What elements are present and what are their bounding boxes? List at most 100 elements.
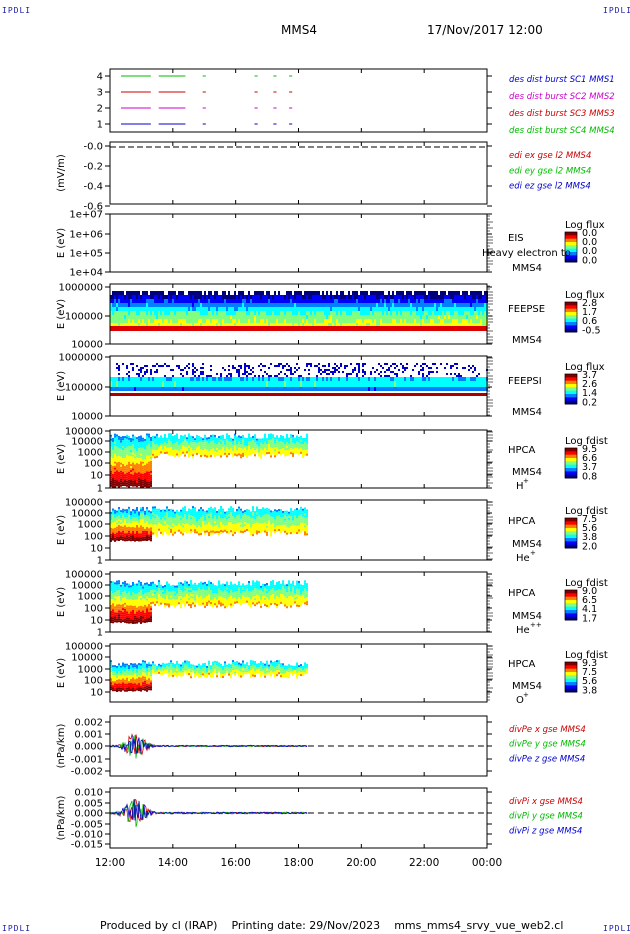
cbar-tick-feepse-3: -0.5 xyxy=(582,325,601,336)
footer-printing-date: Printing date: 29/Nov/2023 xyxy=(231,919,381,932)
ytick-label-hpca_o-1: 10000 xyxy=(71,653,103,664)
ytick-label-hpca_o-4: 10 xyxy=(90,688,103,699)
panel-frame-eis xyxy=(109,213,488,273)
cbar-tick-feepsi-0: 3.7 xyxy=(582,370,597,381)
ytick-label-feepse-0: 1000000 xyxy=(58,283,103,294)
ytick-label-des-3: 1 xyxy=(97,120,103,131)
species-label-hpca_o: O xyxy=(516,695,524,706)
cbar-tick-hpca_hepp-0: 9.0 xyxy=(582,586,597,597)
ytick-label-divpe-2: 0.000 xyxy=(74,742,103,753)
ytick-label-divpi-2: 0.000 xyxy=(74,809,103,820)
divpi-trace-2 xyxy=(109,799,308,821)
corner-mark-top-right: IPDLI xyxy=(603,6,630,15)
cbar-tick-feepsi-1: 2.6 xyxy=(582,379,597,390)
ytick-label-feepsi-0: 1000000 xyxy=(58,353,103,364)
ytick-label-eis-0: 1e+07 xyxy=(69,210,103,221)
xtick-label-4: 20:00 xyxy=(346,857,376,869)
ytick-label-divpe-3: -0.001 xyxy=(71,755,103,766)
ytick-label-hpca_hepp-0: 100000 xyxy=(65,570,103,581)
legend-divpi-0: divPi x gse MMS4 xyxy=(509,797,583,807)
ytick-label-divpe-4: -0.002 xyxy=(71,767,103,778)
panel-hpca_hepp xyxy=(105,571,578,633)
ylabel-divpi: (nPa/km) xyxy=(56,796,67,841)
ytick-label-feepse-2: 10000 xyxy=(71,340,103,351)
instrument-label-hpca_he: HPCA xyxy=(508,516,536,527)
cbar-tick-hpca_hepp-1: 6.5 xyxy=(582,595,597,606)
xtick-label-5: 22:00 xyxy=(409,857,439,869)
legend-divpe-1: divPe y gse MMS4 xyxy=(509,740,586,750)
footer: Produced by cl (IRAP) Printing date: 29/… xyxy=(100,919,563,932)
ytick-label-eis-1: 1e+06 xyxy=(69,230,103,241)
cbar-tick-hpca_h-1: 6.6 xyxy=(582,453,597,464)
ylabel-eis: E (eV) xyxy=(56,228,67,258)
instrument-label-hpca_h: HPCA xyxy=(508,445,536,456)
species-sup-hpca_o: + xyxy=(523,691,529,699)
colorbar-hpca_h xyxy=(564,447,578,479)
cbar-title-feepse: Log flux xyxy=(565,290,605,301)
ylabel-edi: (mV/m) xyxy=(56,154,67,192)
ytick-label-hpca_h-4: 10 xyxy=(90,471,103,482)
panel-des xyxy=(105,68,492,133)
cbar-tick-feepsi-3: 0.2 xyxy=(582,397,597,408)
colorbar-feepse xyxy=(564,301,578,333)
footer-filename: mms_mms4_srvy_vue_web2.cl xyxy=(394,919,564,932)
ytick-label-hpca_he-0: 100000 xyxy=(65,498,103,509)
spacecraft-label-hpca_o: MMS4 xyxy=(512,681,542,692)
species-sup-hpca_h: + xyxy=(523,477,529,485)
ytick-label-edi-3: -0.6 xyxy=(83,202,103,213)
instrument-label-feepse: FEEPSE xyxy=(508,304,545,315)
panel-hpca_h xyxy=(105,429,578,489)
cbar-tick-feepse-0: 2.8 xyxy=(582,298,597,309)
colorbar-feepsi xyxy=(564,373,578,405)
cbar-tick-hpca_he-2: 3.8 xyxy=(582,532,597,543)
ytick-label-des-0: 4 xyxy=(97,72,103,83)
species-sup-hpca_hepp: ++ xyxy=(530,621,542,629)
ytick-label-hpca_he-1: 10000 xyxy=(71,509,103,520)
ytick-label-hpca_h-1: 10000 xyxy=(71,437,103,448)
ylabel-feepse: E (eV) xyxy=(56,299,67,329)
panel-edi xyxy=(105,141,492,207)
ytick-label-divpi-1: 0.005 xyxy=(74,799,103,810)
instrument-label-hpca_o: HPCA xyxy=(508,659,536,670)
species-label-hpca_he: He xyxy=(516,553,530,564)
ytick-label-feepsi-2: 10000 xyxy=(71,412,103,423)
spacecraft-label-hpca_he: MMS4 xyxy=(512,539,542,550)
ytick-label-edi-1: -0.2 xyxy=(83,162,103,173)
cbar-tick-feepse-2: 0.6 xyxy=(582,316,597,327)
ytick-label-divpi-4: -0.010 xyxy=(71,830,103,841)
spacecraft-label-feepse: MMS4 xyxy=(512,335,542,346)
spacecraft-label-hpca_hepp: MMS4 xyxy=(512,611,542,622)
corner-mark-bottom-right: IPDLI xyxy=(603,924,630,933)
colorbar-hpca_o xyxy=(564,661,578,693)
xtick-label-6: 00:00 xyxy=(472,857,502,869)
cbar-tick-hpca_he-0: 7.5 xyxy=(582,514,597,525)
panel-hpca_he xyxy=(105,499,578,561)
date-title: 17/Nov/2017 12:00 xyxy=(427,23,543,37)
panel-frame-edi xyxy=(109,141,488,205)
eis-extra-label: Heavy electron to xyxy=(482,248,571,259)
cbar-tick-eis-2: 0.0 xyxy=(582,246,597,257)
legend-des-0: des dist burst SC1 MMS1 xyxy=(509,75,615,85)
ytick-label-hpca_he-3: 100 xyxy=(84,532,103,543)
cbar-tick-hpca_h-3: 0.8 xyxy=(582,471,597,482)
colorbar-eis xyxy=(564,231,578,263)
ytick-label-hpca_hepp-4: 10 xyxy=(90,616,103,627)
instrument-label-feepsi: FEEPSI xyxy=(508,376,542,387)
ytick-label-des-2: 2 xyxy=(97,104,103,115)
feepse-red-band xyxy=(110,326,487,331)
cbar-tick-feepse-1: 1.7 xyxy=(582,307,597,318)
cbar-tick-hpca_o-3: 3.8 xyxy=(582,685,597,696)
panel-divpe xyxy=(105,715,492,777)
cbar-title-hpca_he: Log fdist xyxy=(565,506,608,517)
ylabel-hpca_o: E (eV) xyxy=(56,658,67,688)
ylabel-hpca_h: E (eV) xyxy=(56,444,67,474)
footer-produced: Produced by cl (IRAP) xyxy=(100,919,218,932)
corner-mark-top-left: IPDLI xyxy=(2,6,32,15)
ytick-label-edi-2: -0.4 xyxy=(83,182,103,193)
legend-divpe-2: divPe z gse MMS4 xyxy=(509,754,585,764)
ytick-label-edi-0: -0.0 xyxy=(83,142,103,153)
cbar-tick-hpca_o-2: 5.6 xyxy=(582,676,597,687)
species-label-hpca_h: H xyxy=(516,481,524,492)
panel-feepsi xyxy=(105,355,578,417)
